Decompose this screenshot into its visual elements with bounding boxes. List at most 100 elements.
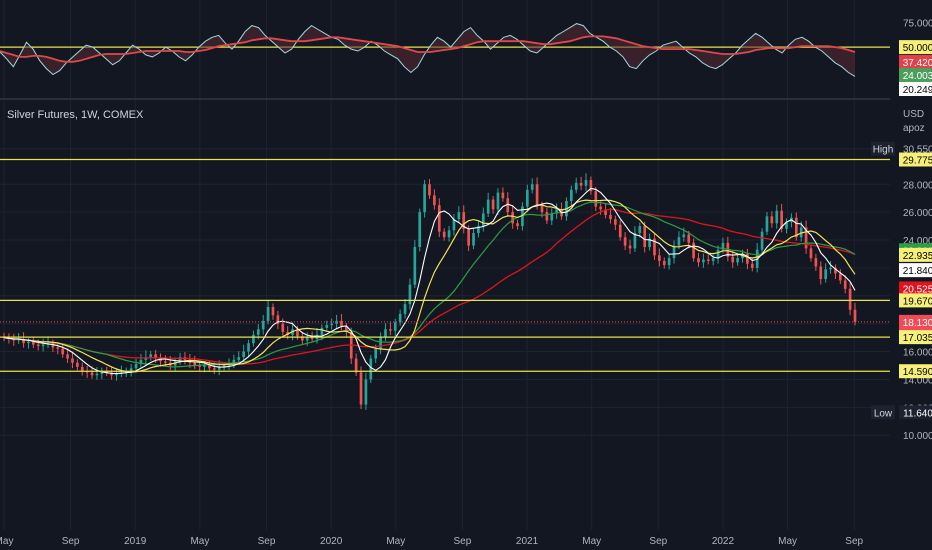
candle-body	[66, 354, 69, 359]
candle-body	[574, 182, 578, 190]
price-badge-text: 14.590	[903, 367, 932, 378]
candle-body	[90, 372, 94, 376]
y-tick-label: 28.000	[903, 180, 932, 191]
candle-body	[379, 337, 382, 349]
candle-body	[516, 223, 519, 227]
candle-body	[550, 213, 554, 221]
price-badge	[899, 405, 932, 420]
candle-body	[442, 231, 446, 238]
candle-body	[579, 182, 583, 186]
candle-body	[706, 259, 710, 261]
y-axis-unit-sub: apoz	[903, 123, 925, 134]
x-tick-label: May	[190, 536, 209, 547]
candle-body	[472, 233, 475, 246]
candle-body	[814, 258, 818, 267]
x-tick-label: 2021	[516, 536, 539, 547]
candle-body	[838, 273, 842, 281]
candle-body	[252, 334, 255, 344]
price-badge	[899, 293, 932, 308]
candle-body	[819, 266, 823, 280]
osc-series-ma	[0, 35, 856, 63]
panel-divider[interactable]	[0, 98, 890, 100]
candle-body	[780, 210, 783, 229]
ma-fast-line	[3, 187, 856, 375]
candle-body	[530, 184, 534, 190]
candle-body	[398, 313, 402, 323]
x-tick-label: Sep	[454, 536, 472, 547]
candle-body	[212, 368, 216, 370]
x-tick-label: Sep	[649, 536, 667, 547]
x-tick-label: Sep	[258, 536, 276, 547]
candle-body	[848, 288, 852, 310]
candle-body	[359, 372, 363, 405]
y-tick-label: 14.000	[903, 375, 932, 386]
osc-series-fast	[0, 23, 856, 77]
candle-body	[139, 359, 143, 365]
candle-body	[638, 226, 642, 234]
candle-body	[697, 258, 700, 263]
candle-body	[711, 258, 715, 261]
candle-body	[672, 245, 676, 259]
x-tick-label: May	[0, 536, 13, 547]
candle-body	[393, 322, 397, 331]
candle-body	[682, 234, 686, 238]
candle-body	[325, 325, 329, 328]
price-badge	[899, 330, 932, 345]
candle-body	[760, 231, 764, 250]
candle-body	[364, 379, 368, 405]
candle-body	[648, 238, 651, 247]
price-badge	[899, 281, 932, 296]
osc-badge	[899, 82, 932, 96]
candle-body	[658, 255, 661, 261]
candle-body	[662, 260, 666, 266]
ma-slow-line	[3, 201, 856, 368]
candle-body	[765, 216, 769, 232]
candle-body	[256, 329, 260, 335]
osc-tick-label: 75.000	[903, 19, 932, 30]
candle-body	[540, 205, 544, 213]
price-badge-tag	[871, 141, 895, 156]
osc-badge-text: 20.249	[903, 85, 932, 96]
price-badge-text: 20.525	[903, 284, 932, 295]
candle-body	[687, 234, 691, 243]
x-tick-label: 2022	[712, 536, 735, 547]
candle-body	[286, 332, 290, 335]
candle-body	[56, 347, 60, 349]
candle-body	[477, 226, 480, 234]
candle-body	[569, 189, 573, 201]
candle-body	[775, 210, 779, 224]
candle-body	[193, 362, 197, 366]
candle-body	[115, 373, 118, 376]
chart-title: Silver Futures, 1W, COMEX	[7, 109, 144, 121]
candle-body	[320, 327, 324, 335]
candle-body	[76, 362, 79, 367]
candle-body	[535, 184, 539, 206]
y-tick-label: 24.000	[903, 236, 932, 247]
x-axis: May Sep 2019 May Sep 2020 May Sep 2021 May Sep 2022…	[0, 536, 864, 547]
x-tick-label: May	[778, 536, 797, 547]
x-tick-label: 2019	[124, 536, 147, 547]
candle-body	[41, 344, 45, 346]
candle-body	[643, 226, 647, 247]
price-badge-text: 11.640	[903, 408, 932, 419]
osc-badge	[899, 68, 932, 82]
candle-body	[271, 306, 275, 316]
candle-body	[100, 371, 104, 374]
oscillator-panel	[0, 23, 890, 77]
candle-body	[80, 366, 84, 372]
candle-body	[203, 365, 206, 367]
candle-body	[843, 280, 847, 289]
candle-body	[628, 245, 632, 249]
candle-body	[716, 249, 720, 259]
candle-body	[418, 212, 422, 247]
price-badge-tag-text: High	[873, 145, 894, 156]
candle-body	[232, 359, 236, 363]
candle-body	[330, 323, 334, 326]
candle-body	[71, 358, 74, 363]
candle-body	[491, 199, 495, 210]
candle-body	[731, 256, 735, 263]
candle-body	[208, 365, 211, 369]
candle-body	[584, 180, 588, 186]
osc-badge-text: 37.420	[903, 58, 932, 69]
